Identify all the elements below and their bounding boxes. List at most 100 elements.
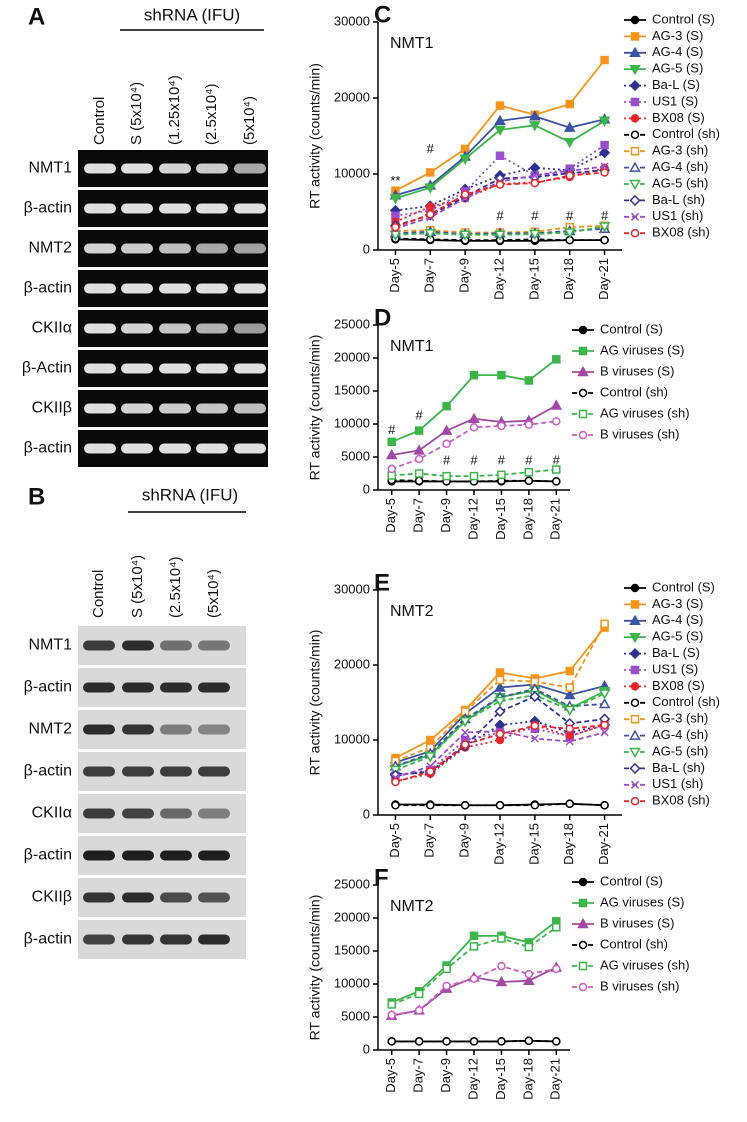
legend-label: AG viruses (sh) <box>600 405 690 420</box>
marker <box>629 80 641 92</box>
x-tick-label: Day-9 <box>457 823 472 858</box>
legend-label: AG-4 (S) <box>652 612 703 627</box>
marker <box>600 162 609 171</box>
gel-row-label: NMT2 <box>28 721 72 738</box>
annotation: # <box>443 452 451 467</box>
x-tick-label: Day-5 <box>383 1058 398 1093</box>
y-tick-label: 20000 <box>334 349 370 364</box>
annotation: # <box>566 208 574 223</box>
marker <box>494 230 506 241</box>
marker <box>414 989 424 999</box>
marker <box>529 229 541 241</box>
marker <box>563 688 576 700</box>
marker <box>529 121 541 132</box>
y-axis-label: RT activity (counts/min) <box>307 63 323 209</box>
marker <box>387 1000 396 1009</box>
gel-band <box>198 808 230 819</box>
x-tick-label: Day-18 <box>561 823 576 865</box>
marker <box>600 140 609 150</box>
gel-band <box>122 892 154 903</box>
marker <box>630 600 640 609</box>
gel-band <box>160 682 192 693</box>
marker <box>600 168 609 177</box>
marker <box>387 1010 396 1020</box>
marker <box>469 471 479 481</box>
marker <box>552 964 561 974</box>
gel-band <box>84 323 116 334</box>
x-tick-label: Day-5 <box>387 258 402 293</box>
marker <box>530 734 539 743</box>
legend-label: AG viruses (sh) <box>600 957 690 972</box>
marker <box>494 696 506 708</box>
legend-label: AG-4 (sh) <box>652 727 708 742</box>
marker <box>630 665 640 675</box>
gel-band <box>196 323 228 334</box>
legend-label: AG-5 (sh) <box>652 743 708 758</box>
gel-band <box>160 766 192 777</box>
y-tick-label: 0 <box>363 481 370 496</box>
panel-label: F <box>374 864 389 891</box>
gel-row-label: CKIIβ <box>32 400 72 417</box>
annotation: # <box>388 422 396 437</box>
x-tick-label: Day-21 <box>596 823 611 865</box>
gel-band <box>121 283 153 294</box>
lane-label: Control <box>91 97 108 145</box>
marker <box>578 940 588 950</box>
gel-band <box>83 850 115 861</box>
lane-label: (5x10⁴) <box>205 569 222 618</box>
x-tick-label: Day-15 <box>526 823 541 865</box>
legend-label: Ba-L (sh) <box>652 192 705 207</box>
chart-title: NMT2 <box>390 603 434 620</box>
gel-band <box>121 443 153 454</box>
gel-row-label: β-actin <box>24 440 72 457</box>
gel-band <box>84 163 116 174</box>
marker <box>565 666 574 676</box>
marker <box>524 467 534 477</box>
gel-band <box>234 163 266 174</box>
y-tick-label: 25000 <box>334 876 370 891</box>
legend-label: Control (sh) <box>600 936 668 951</box>
gel-band <box>160 850 192 861</box>
marker <box>629 614 641 626</box>
y-tick-label: 20000 <box>334 909 370 924</box>
marker <box>563 137 576 149</box>
x-tick-label: Day-12 <box>465 1058 480 1100</box>
gel-row-label: β-actin <box>24 200 72 217</box>
marker <box>495 101 505 110</box>
gel-band <box>122 850 154 861</box>
marker <box>469 974 479 983</box>
marker <box>426 168 435 177</box>
marker <box>550 399 563 410</box>
gel-header: shRNA (IFU) <box>144 5 240 24</box>
marker <box>494 125 506 136</box>
y-tick-label: 10000 <box>334 731 370 746</box>
marker <box>529 690 541 703</box>
marker <box>563 228 576 239</box>
lane-label: (2.5x10⁴) <box>203 84 220 145</box>
marker <box>598 116 611 127</box>
marker <box>565 99 574 109</box>
gel-band <box>84 403 116 414</box>
x-tick-label: Day-12 <box>465 498 480 540</box>
marker <box>469 931 479 941</box>
marker <box>552 355 561 364</box>
gel-band <box>160 934 192 945</box>
gel-band <box>122 724 154 735</box>
marker <box>426 767 435 776</box>
x-tick-label: Day-9 <box>438 1058 453 1093</box>
x-tick-label: Day-21 <box>548 498 563 540</box>
marker <box>524 942 534 952</box>
gel-band <box>121 163 153 174</box>
marker <box>442 401 451 411</box>
marker <box>563 705 576 717</box>
gel-row-label: CKIIα <box>32 805 72 822</box>
marker <box>630 32 640 41</box>
marker <box>552 465 561 474</box>
gel-band <box>234 203 266 214</box>
legend-label: US1 (S) <box>652 661 698 676</box>
legend-label: US1 (S) <box>652 93 698 108</box>
y-tick-label: 5000 <box>341 448 370 463</box>
x-tick-label: Day-15 <box>526 258 541 300</box>
marker <box>459 230 471 241</box>
gel-band <box>122 934 154 945</box>
